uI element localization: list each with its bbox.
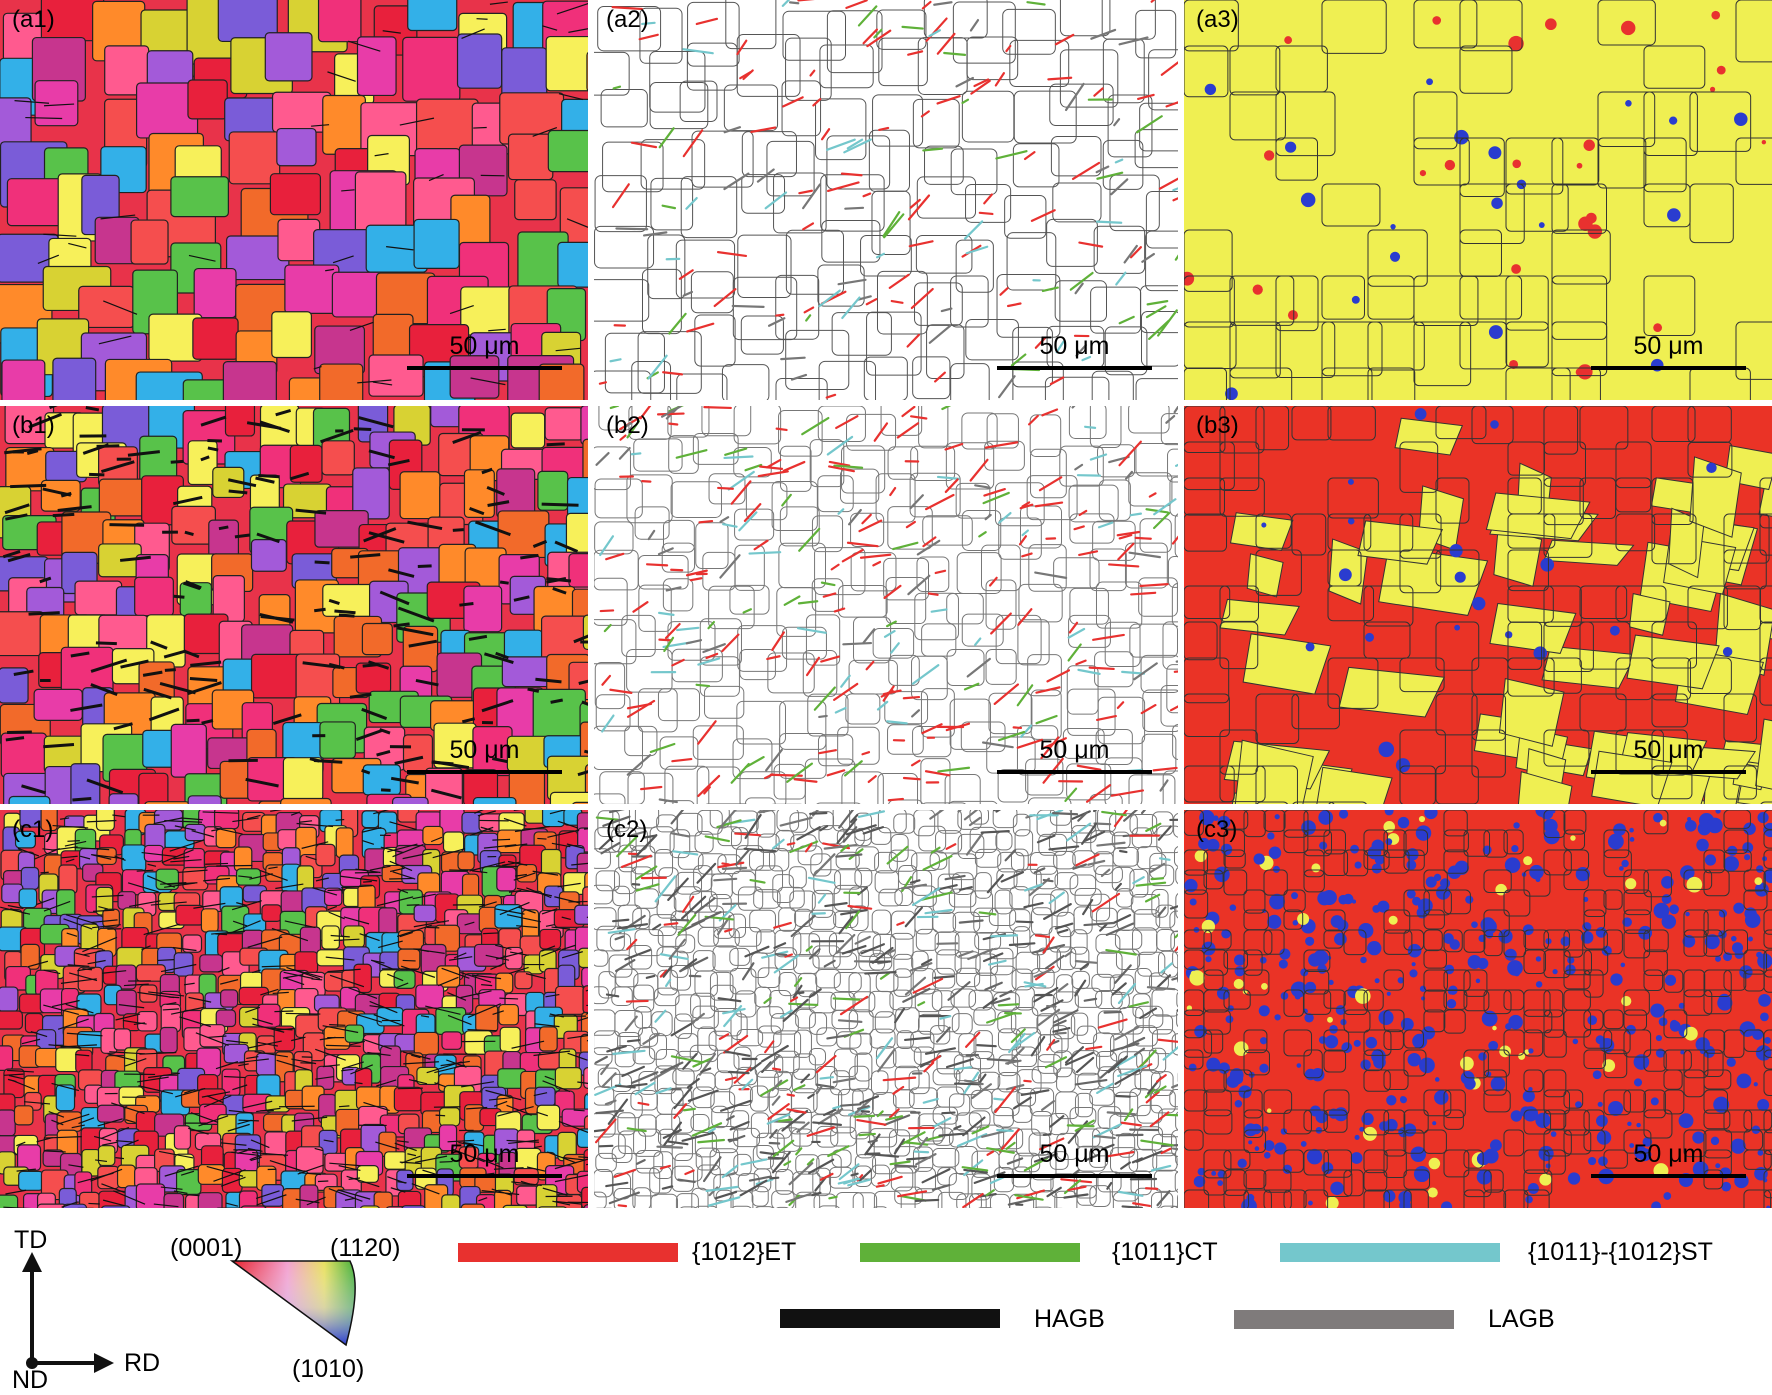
scale-bar-label: 50 μm xyxy=(997,332,1152,361)
scale-bar-b3: 50 μm xyxy=(1591,736,1746,778)
scale-bar-label: 50 μm xyxy=(1591,332,1746,361)
panel-a2: (a2) 50 μm xyxy=(594,0,1178,400)
legend-label-ct: {1011}CT xyxy=(1112,1238,1218,1267)
scale-bar-label: 50 μm xyxy=(997,736,1152,765)
panel-label-a3: (a3) xyxy=(1196,6,1239,34)
panel-label-b2: (b2) xyxy=(606,412,649,440)
scale-bar-label: 50 μm xyxy=(407,736,562,765)
scale-bar-label: 50 μm xyxy=(407,332,562,361)
panel-label-c3: (c3) xyxy=(1196,816,1237,844)
axis-nd-label: ND xyxy=(12,1366,48,1395)
scale-bar-c3: 50 μm xyxy=(1591,1140,1746,1182)
panel-c2: (c2) 50 μm xyxy=(594,810,1178,1208)
scale-bar-label: 50 μm xyxy=(997,1140,1152,1169)
scale-bar-label: 50 μm xyxy=(407,1140,562,1169)
panel-b2: (b2) 50 μm xyxy=(594,406,1178,804)
legend-swatch-ct xyxy=(860,1243,1080,1262)
legend-label-et: {1012}ET xyxy=(692,1238,796,1267)
scale-bar-a1: 50 μm xyxy=(407,332,562,374)
panel-label-a1: (a1) xyxy=(12,6,55,34)
scale-bar-a3: 50 μm xyxy=(1591,332,1746,374)
panel-b3: (b3) 50 μm xyxy=(1184,406,1772,804)
scale-bar-line xyxy=(1591,366,1746,370)
scale-bar-a2: 50 μm xyxy=(997,332,1152,374)
scale-bar-c1: 50 μm xyxy=(407,1140,562,1182)
scale-bar-c2: 50 μm xyxy=(997,1140,1152,1182)
panel-label-c1: (c1) xyxy=(12,816,53,844)
legend-label-st: {1011}-{1012}ST xyxy=(1528,1238,1713,1267)
scale-bar-line xyxy=(407,1174,562,1178)
legend-swatch-lagb xyxy=(1234,1310,1454,1329)
panel-label-c2: (c2) xyxy=(606,816,647,844)
scale-bar-line xyxy=(407,770,562,774)
legend-label-lagb: LAGB xyxy=(1488,1305,1555,1334)
panel-label-b1: (b1) xyxy=(12,412,55,440)
scale-bar-line xyxy=(1591,1174,1746,1178)
legend-label-hagb: HAGB xyxy=(1034,1305,1105,1334)
axis-rd-label: RD xyxy=(124,1349,160,1378)
scale-bar-b1: 50 μm xyxy=(407,736,562,778)
scale-bar-label: 50 μm xyxy=(1591,1140,1746,1169)
legend-swatch-et xyxy=(458,1243,678,1262)
panel-b1: (b1) 50 μm xyxy=(0,406,588,804)
legend-swatch-hagb xyxy=(780,1309,1000,1328)
ipf-0001-label: (0001) xyxy=(170,1234,242,1263)
ipf-11-20-label: (1120) xyxy=(330,1234,400,1263)
panel-c3: (c3) 50 μm xyxy=(1184,810,1772,1208)
legend-swatch-st xyxy=(1280,1243,1500,1262)
panel-a1: (a1) 50 μm xyxy=(0,0,588,400)
scale-bar-label: 50 μm xyxy=(1591,736,1746,765)
axis-td-label: TD xyxy=(14,1226,47,1255)
scale-bar-line xyxy=(997,1174,1152,1178)
scale-bar-b2: 50 μm xyxy=(997,736,1152,778)
scale-bar-line xyxy=(407,366,562,370)
scale-bar-line xyxy=(1591,770,1746,774)
scale-bar-line xyxy=(997,770,1152,774)
ipf-triangle-icon xyxy=(228,1255,378,1365)
panel-label-b3: (b3) xyxy=(1196,412,1239,440)
ipf-10-10-label: (1010) xyxy=(292,1355,364,1384)
scale-bar-line xyxy=(997,366,1152,370)
panel-c1: (c1) 50 μm xyxy=(0,810,588,1208)
panel-a3: (a3) 50 μm xyxy=(1184,0,1772,400)
panel-label-a2: (a2) xyxy=(606,6,649,34)
